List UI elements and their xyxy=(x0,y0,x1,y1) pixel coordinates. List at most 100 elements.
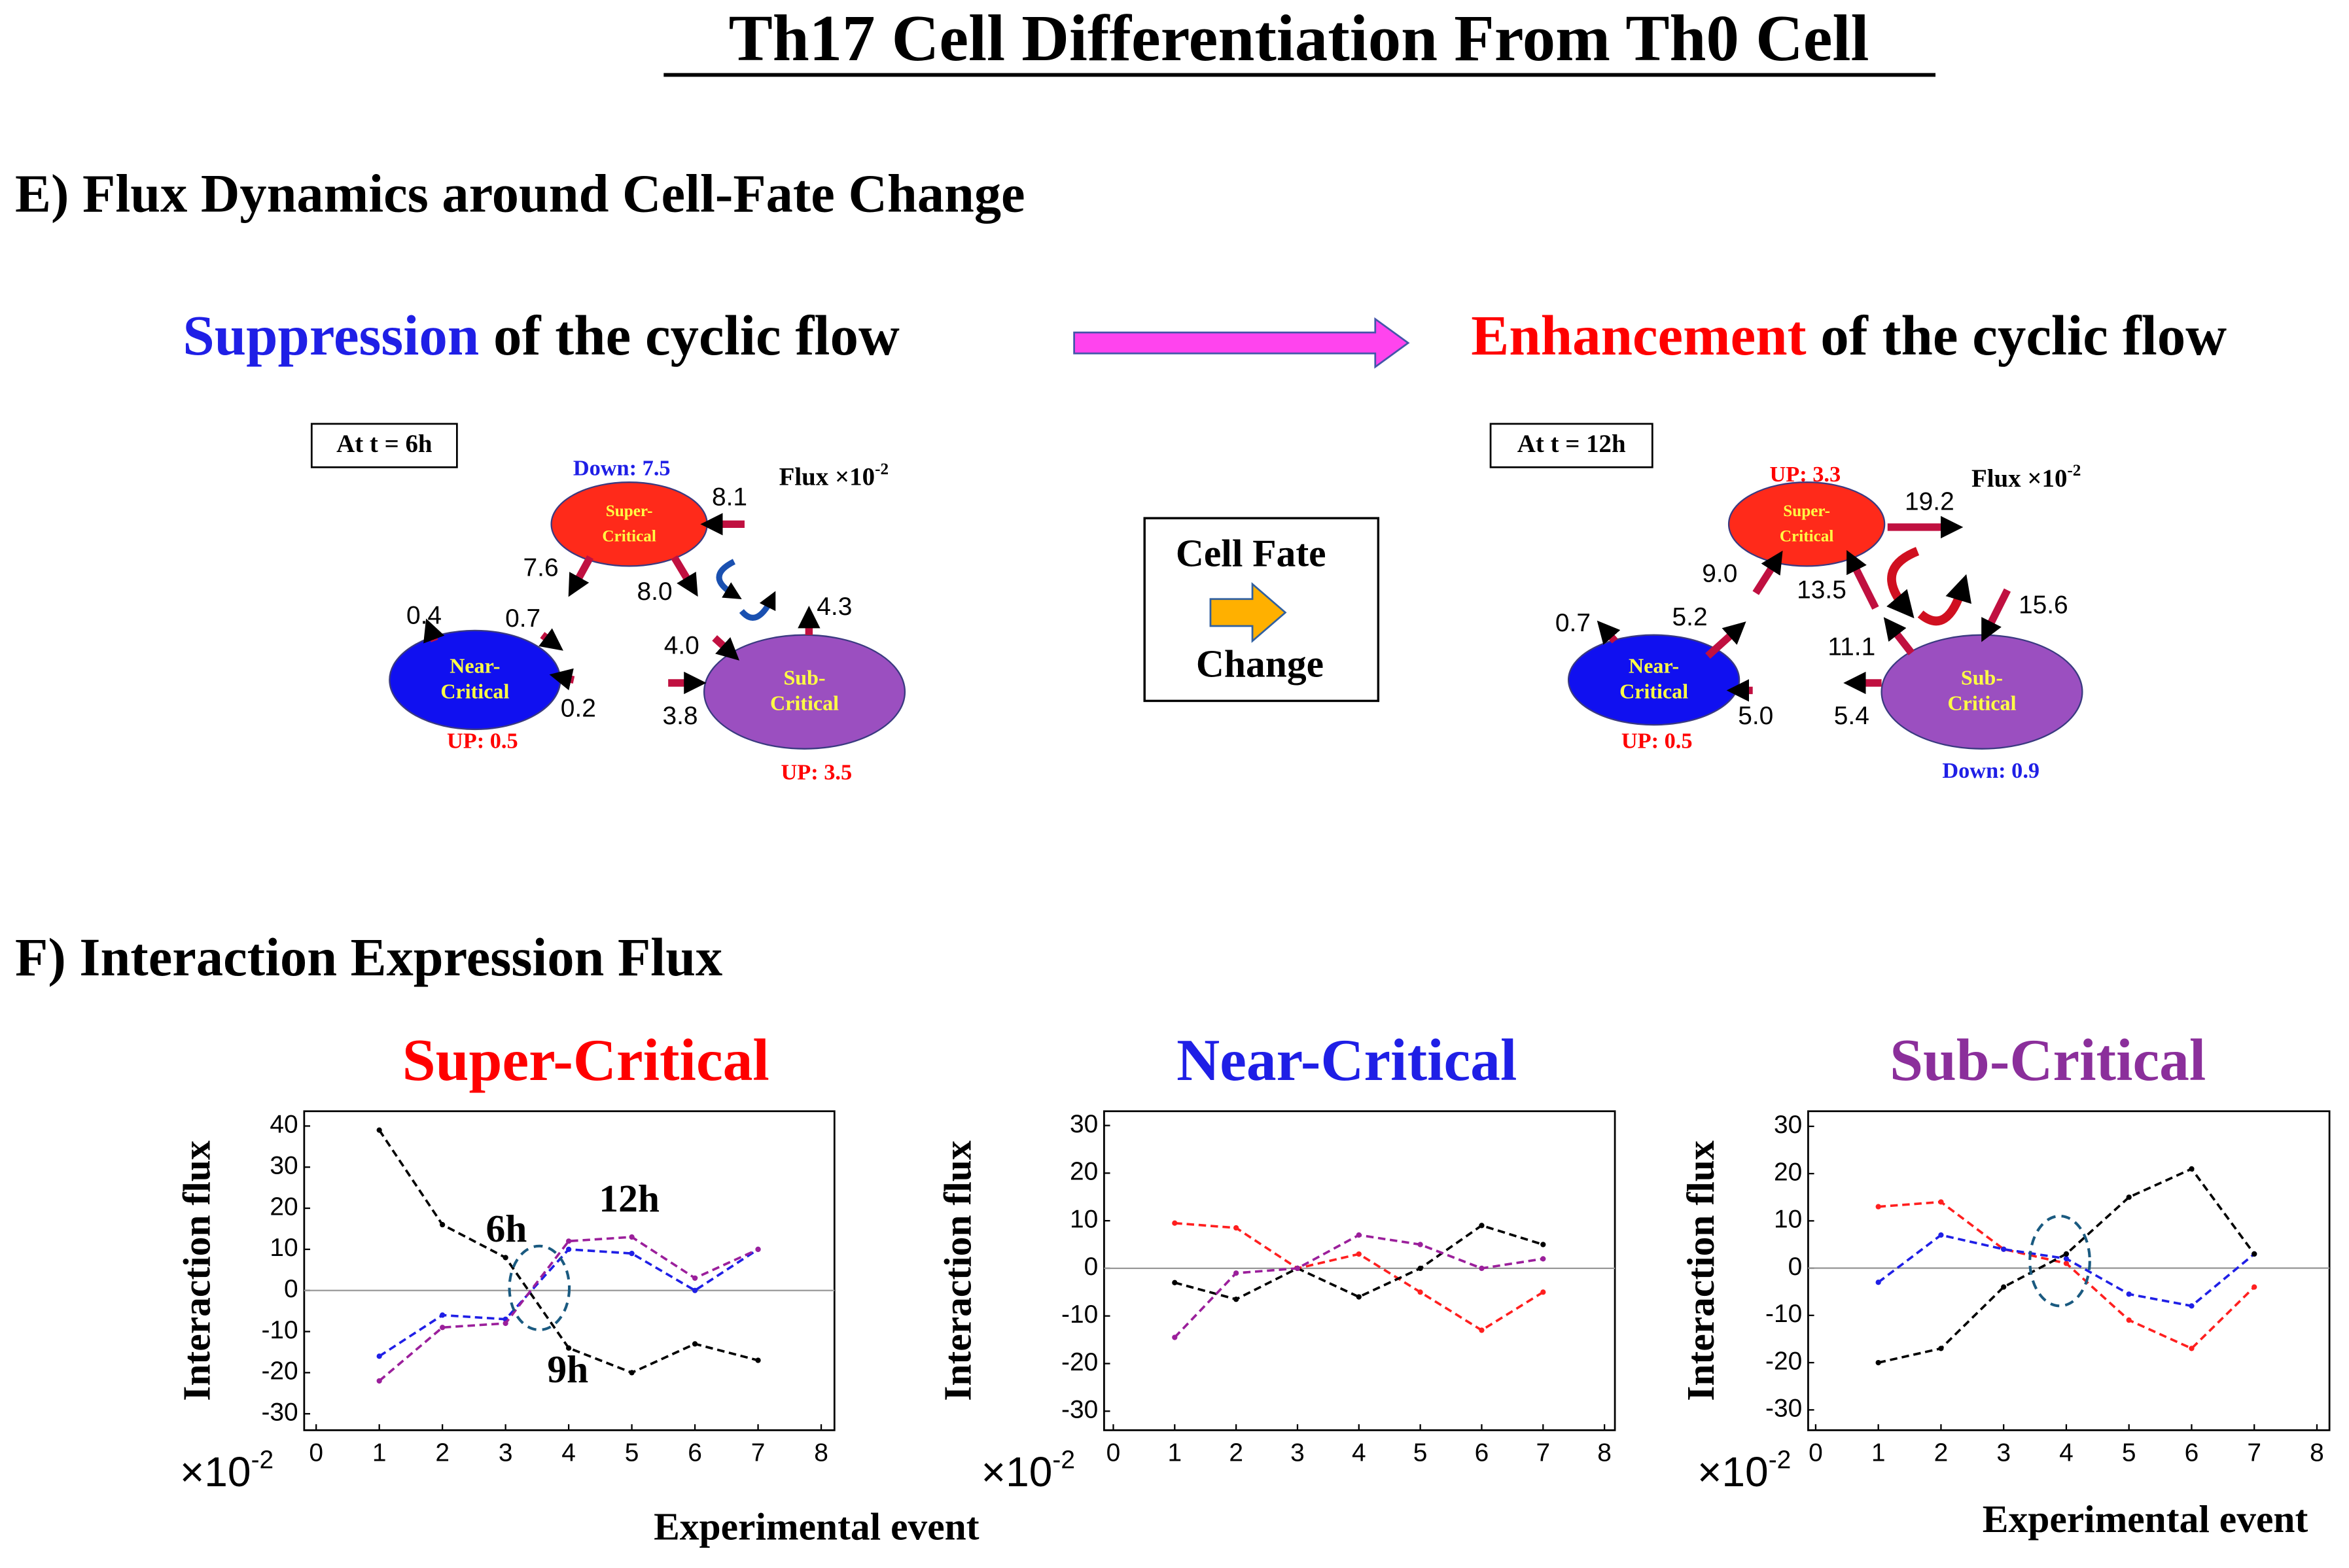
data-point xyxy=(1356,1251,1362,1257)
data-point xyxy=(2063,1261,2070,1266)
caption-part: Suppression xyxy=(183,304,479,367)
data-point xyxy=(1938,1199,1944,1205)
node-status: Down: 7.5 xyxy=(573,456,671,481)
data-point xyxy=(629,1251,635,1257)
axis-multiplier-part: -2 xyxy=(1052,1446,1075,1474)
node-label: Super- xyxy=(606,502,653,520)
time-label: At t = 6h xyxy=(336,430,433,458)
node-label: Near- xyxy=(450,653,500,677)
flux-value: 3.8 xyxy=(662,702,698,730)
flux-value: 5.0 xyxy=(1738,702,1773,730)
axis-multiplier-part: ×10 xyxy=(981,1448,1053,1495)
data-point xyxy=(1875,1359,1881,1366)
y-tick-label: -20 xyxy=(1765,1347,1802,1375)
data-point xyxy=(2063,1256,2070,1262)
x-tick-label: 5 xyxy=(1413,1438,1428,1467)
node-status: UP: 3.5 xyxy=(781,759,852,784)
x-axis-label: Experimental event xyxy=(654,1505,980,1548)
data-point xyxy=(2001,1246,2007,1252)
flux-unit: Flux ×10-2 xyxy=(1971,462,2081,493)
y-tick-label: 30 xyxy=(270,1151,298,1179)
flux-unit-part: -2 xyxy=(875,461,889,478)
flux-unit-part: Flux ×10 xyxy=(779,463,875,491)
node-status: UP: 3.3 xyxy=(1769,462,1841,487)
node xyxy=(550,481,708,567)
flux-arrow xyxy=(1752,550,1783,595)
flux-unit: Flux ×10-2 xyxy=(779,461,889,491)
transition-arrow xyxy=(1073,317,1410,369)
data-point xyxy=(2252,1251,2257,1257)
annotation: 12h xyxy=(599,1177,660,1220)
data-point xyxy=(2063,1251,2070,1257)
time-box xyxy=(310,423,458,468)
time-box xyxy=(1489,423,1653,468)
y-tick-label: 40 xyxy=(270,1111,298,1139)
x-tick-label: 3 xyxy=(499,1438,513,1467)
figure-title: Th17 Cell Differentiation From Th0 Cell xyxy=(729,1,1869,75)
data-point xyxy=(503,1320,508,1327)
node-label: Near- xyxy=(1629,653,1679,677)
axis-multiplier-part: -2 xyxy=(251,1446,274,1474)
caption: Enhancement of the cyclic flow xyxy=(1471,304,2227,367)
data-point xyxy=(1479,1223,1485,1228)
flux-arrow xyxy=(671,555,698,597)
x-tick-label: 0 xyxy=(1809,1438,1823,1467)
plot-frame xyxy=(1103,1110,1616,1431)
data-point xyxy=(2001,1284,2007,1290)
data-point xyxy=(692,1341,698,1347)
caption-part: Enhancement xyxy=(1471,304,1806,367)
data-point xyxy=(1938,1232,1944,1238)
flux-value: 19.2 xyxy=(1905,488,1954,516)
data-point xyxy=(1233,1297,1239,1302)
data-point xyxy=(1479,1327,1485,1333)
flux-arrow xyxy=(539,628,563,651)
flux-arrow xyxy=(568,555,594,597)
panel-heading: E) Flux Dynamics around Cell-Fate Change xyxy=(15,164,1025,223)
axis-multiplier: ×10-2 xyxy=(1697,1446,1791,1495)
flux-unit-part: Flux ×10 xyxy=(1971,464,2067,493)
box-text: Cell Fate xyxy=(1176,531,1326,574)
cyclic-arrow xyxy=(1886,547,1920,619)
highlight-ellipse xyxy=(508,1244,571,1332)
data-point xyxy=(755,1246,761,1252)
plot-frame xyxy=(1807,1110,2331,1431)
y-tick-label: -30 xyxy=(1765,1395,1802,1423)
cyclic-arrow xyxy=(716,559,742,599)
x-tick-label: 2 xyxy=(1229,1438,1243,1467)
caption-part: of the cyclic flow xyxy=(1807,304,2227,367)
y-tick-label: 30 xyxy=(1070,1110,1098,1138)
data-point xyxy=(2126,1317,2132,1323)
x-tick-label: 7 xyxy=(751,1438,766,1467)
y-tick-label: 20 xyxy=(1774,1158,1802,1186)
data-point xyxy=(1233,1225,1239,1231)
data-point xyxy=(376,1127,382,1133)
cyclic-arrow xyxy=(739,591,776,621)
annotation: 6h xyxy=(486,1207,527,1250)
x-tick-label: 0 xyxy=(309,1438,323,1467)
x-tick-label: 1 xyxy=(372,1438,387,1467)
x-tick-label: 3 xyxy=(1996,1438,2011,1467)
y-axis-label: Interaction flux xyxy=(1679,1140,1722,1401)
data-point xyxy=(1417,1242,1423,1247)
x-tick-label: 4 xyxy=(1352,1438,1366,1467)
flux-arrow xyxy=(1981,588,2011,642)
flux-value: 0.7 xyxy=(505,604,540,633)
data-point xyxy=(1938,1346,1944,1351)
chart-title: Super-Critical xyxy=(402,1026,769,1093)
x-tick-label: 3 xyxy=(1290,1438,1305,1467)
node-label: Super- xyxy=(1783,502,1830,520)
x-tick-label: 4 xyxy=(2059,1438,2074,1467)
data-point xyxy=(1540,1242,1546,1247)
data-point xyxy=(1875,1280,1881,1285)
flux-value: 4.3 xyxy=(817,593,852,621)
data-point xyxy=(755,1357,761,1363)
plot-frame xyxy=(303,1110,836,1431)
x-tick-label: 2 xyxy=(435,1438,450,1467)
x-tick-label: 1 xyxy=(1167,1438,1182,1467)
flux-arrow xyxy=(1597,620,1621,645)
data-point xyxy=(629,1370,635,1376)
y-tick-label: -10 xyxy=(261,1316,298,1344)
data-point xyxy=(692,1287,698,1293)
highlight-ellipse xyxy=(2028,1214,2091,1308)
